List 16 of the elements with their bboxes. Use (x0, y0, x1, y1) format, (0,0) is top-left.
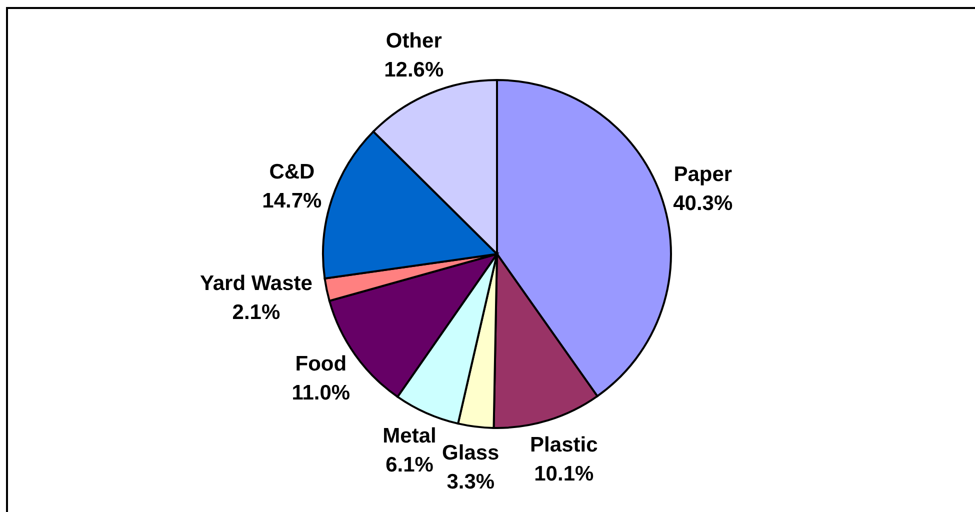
data-label: 3.3% (446, 470, 495, 494)
data-label: 10.1% (534, 462, 594, 486)
slice-label: Other (386, 30, 442, 53)
slice-label: Metal (382, 424, 436, 448)
slice-label: C&D (269, 160, 315, 184)
data-label: 6.1% (386, 454, 434, 477)
data-label: 2.1% (232, 301, 281, 324)
data-label: 12.6% (384, 58, 444, 82)
slice-label: Plastic (530, 434, 598, 457)
slice-label: Food (295, 352, 347, 376)
slice-label: Glass (442, 441, 500, 464)
data-label: 11.0% (292, 382, 350, 405)
slice-label: Yard Waste (200, 272, 312, 296)
data-label: 40.3% (673, 192, 733, 215)
slice-label: Paper (674, 162, 732, 186)
data-label: 14.7% (262, 189, 322, 212)
